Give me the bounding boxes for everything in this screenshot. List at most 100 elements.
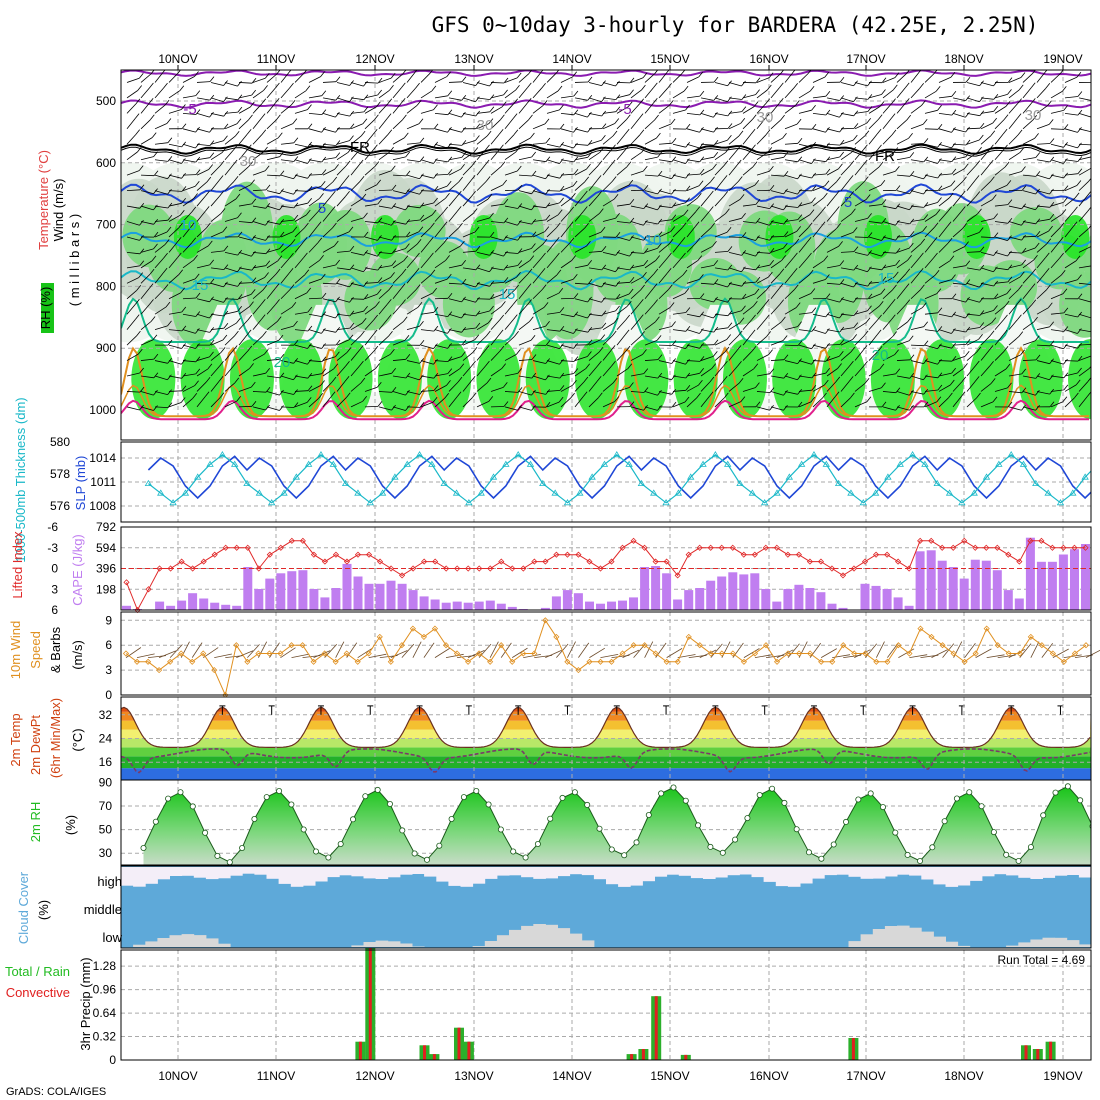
wind-barb-flag xyxy=(419,188,424,195)
wind-barb-flag xyxy=(527,299,532,305)
wind-barb-flag xyxy=(751,144,756,151)
wind-barb xyxy=(434,95,448,99)
wind-barb xyxy=(238,252,252,257)
wind-speed-point xyxy=(608,658,615,665)
wind-barb-flag xyxy=(1021,368,1027,375)
wind-barb xyxy=(210,327,224,331)
cape-bar xyxy=(287,571,297,610)
isotherm-5 xyxy=(121,183,1091,204)
wind-barb xyxy=(364,184,377,191)
wind-barb xyxy=(602,217,616,222)
wind-barb-flag xyxy=(293,156,299,162)
wind-barb xyxy=(1022,190,1036,195)
wind-barb xyxy=(714,397,725,408)
wind-barb xyxy=(672,202,686,207)
wind-barb-flag xyxy=(806,237,812,243)
wind-barb xyxy=(1036,307,1049,315)
wind-barb xyxy=(910,375,924,381)
wind-barb xyxy=(364,293,378,300)
wind10-label: 10m Wind xyxy=(8,621,23,680)
wind-barb-flag xyxy=(881,89,886,95)
wind-barb xyxy=(532,231,545,238)
cape-bar xyxy=(320,597,330,610)
wind-barb xyxy=(210,152,223,161)
wind-barb xyxy=(532,307,545,315)
wind-barb-flag xyxy=(629,382,634,388)
cloud-high-bar xyxy=(703,867,716,879)
wind-barb-flag xyxy=(531,354,537,360)
wind-barb xyxy=(966,338,979,346)
wind-barb-flag xyxy=(825,343,830,349)
cape-tick-396: 396 xyxy=(96,562,116,576)
cloud-cover-panel: high middle low Cloud Cover (%) xyxy=(16,865,1092,949)
wind-barb xyxy=(686,360,701,362)
wind-barb xyxy=(616,368,629,377)
li-point xyxy=(564,551,571,558)
wind-barb xyxy=(658,243,670,253)
wind-barb-flag xyxy=(670,118,676,125)
thickness-point xyxy=(292,473,301,480)
wind-barb-flag xyxy=(475,96,480,102)
wind-barb xyxy=(672,360,686,365)
wind-speed-point xyxy=(950,650,957,657)
wind-barb xyxy=(588,397,599,408)
wind-barb-flag xyxy=(947,206,952,212)
wind-barb xyxy=(1078,181,1089,191)
wind-barb-flag xyxy=(727,310,733,316)
wind-barb-flag xyxy=(1049,340,1055,347)
wind-barb xyxy=(1022,174,1036,177)
wind-barb xyxy=(658,231,671,238)
wind-barb xyxy=(952,143,967,146)
wind-barb-flag xyxy=(391,404,396,411)
cloud-low-bar xyxy=(933,936,946,947)
wind-barb xyxy=(826,298,840,303)
wind-barb xyxy=(434,360,449,362)
wind-barb-flag xyxy=(670,226,676,232)
wind-barb-flag xyxy=(149,114,155,121)
wind-barb xyxy=(854,164,864,176)
precip-convective-bar-2 xyxy=(423,1045,426,1060)
wind-barb xyxy=(560,384,573,392)
precip-convective-bar-4 xyxy=(457,1027,461,1060)
wind-barb xyxy=(1050,174,1064,179)
cape-bar xyxy=(265,578,275,610)
wind-barb-flag xyxy=(151,255,157,262)
wind-barb xyxy=(728,252,742,256)
wind-gridlines xyxy=(121,612,1091,695)
wind-barb xyxy=(854,267,868,273)
wind-barb xyxy=(1008,221,1022,226)
wind-barb-flag xyxy=(237,94,243,101)
wind-barb xyxy=(448,112,462,118)
cloud-low-bar xyxy=(496,935,510,947)
wind-barb xyxy=(714,282,728,288)
wind-barb-flag xyxy=(765,98,771,104)
wind-speed-point xyxy=(553,633,560,640)
wind-barb xyxy=(616,281,631,284)
wind-barb-flag xyxy=(377,198,383,205)
wind-barb xyxy=(714,180,724,191)
wind-barb xyxy=(280,174,294,180)
wind-barb-flag xyxy=(951,355,957,362)
wind-barb xyxy=(182,112,197,115)
wind-barb-flag xyxy=(363,106,369,113)
wind-barb-flag xyxy=(824,71,830,78)
wind-barb xyxy=(938,159,952,162)
wind-barb-flag xyxy=(671,321,676,327)
wind-barb-flag xyxy=(335,339,341,346)
wind-barb xyxy=(728,267,742,273)
wind-barb xyxy=(378,89,390,99)
wind-barb-flag xyxy=(1092,280,1096,285)
wind-barb-flag xyxy=(934,269,940,276)
wind-barb-flag xyxy=(485,330,491,337)
wind-barb-flag xyxy=(696,392,701,399)
wind-barb-flag xyxy=(1003,314,1008,321)
wind-barb-flag xyxy=(209,312,214,319)
wind-barb xyxy=(756,118,766,130)
wind-barb-flag xyxy=(498,329,504,336)
wind-barb-flag xyxy=(908,335,914,341)
wind-barb-flag xyxy=(139,235,144,241)
wind-barb-flag xyxy=(904,98,910,104)
wind-barb-flag xyxy=(586,163,591,170)
wind-barb-flag xyxy=(811,307,817,313)
wind-barb xyxy=(406,289,417,300)
